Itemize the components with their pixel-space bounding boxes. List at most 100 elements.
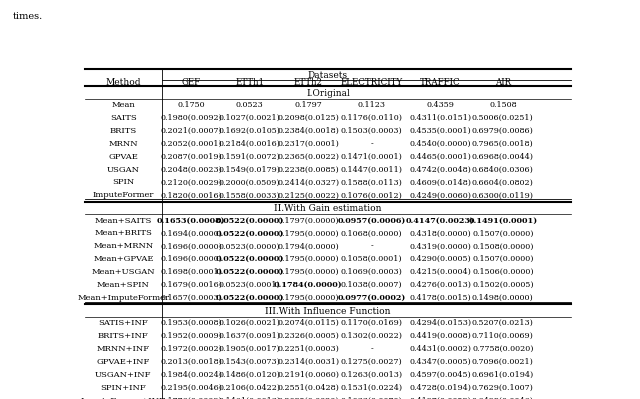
- Text: 0.6498(0.0046): 0.6498(0.0046): [472, 397, 534, 399]
- Text: ELECTRICITY: ELECTRICITY: [340, 78, 403, 87]
- Text: SPIN: SPIN: [112, 178, 134, 186]
- Text: 0.6961(0.0194): 0.6961(0.0194): [472, 371, 534, 379]
- Text: 0.1980(0.0092): 0.1980(0.0092): [160, 114, 222, 122]
- Text: 0.7965(0.0018): 0.7965(0.0018): [472, 140, 534, 148]
- Text: 0.6300(0.0119): 0.6300(0.0119): [472, 192, 534, 200]
- Text: I.Original: I.Original: [306, 89, 350, 97]
- Text: Mean+USGAN: Mean+USGAN: [92, 268, 156, 276]
- Text: Datasets: Datasets: [308, 71, 348, 80]
- Text: 0.1302(0.0022): 0.1302(0.0022): [340, 332, 403, 340]
- Text: 0.4728(0.0194): 0.4728(0.0194): [409, 384, 471, 392]
- Text: 0.6604(0.0802): 0.6604(0.0802): [472, 178, 534, 186]
- Text: 0.1508: 0.1508: [489, 101, 516, 109]
- Text: 0.4294(0.0153): 0.4294(0.0153): [409, 319, 471, 327]
- Text: 0.7110(0.0069): 0.7110(0.0069): [472, 332, 534, 340]
- Text: 0.1176(0.0110): 0.1176(0.0110): [340, 114, 403, 122]
- Text: 0.1905(0.0017): 0.1905(0.0017): [219, 345, 280, 353]
- Text: 0.1503(0.0003): 0.1503(0.0003): [340, 127, 403, 135]
- Text: 0.4742(0.0048): 0.4742(0.0048): [409, 166, 471, 174]
- Text: SPIN+INF: SPIN+INF: [100, 384, 147, 392]
- Text: 0.2013(0.0018): 0.2013(0.0018): [160, 358, 222, 366]
- Text: AIR: AIR: [495, 78, 511, 87]
- Text: MRNN+INF: MRNN+INF: [97, 345, 150, 353]
- Text: GEF: GEF: [182, 78, 201, 87]
- Text: 0.2021(0.0007): 0.2021(0.0007): [160, 127, 222, 135]
- Text: -: -: [371, 242, 373, 250]
- Text: 0.2087(0.0019): 0.2087(0.0019): [160, 153, 222, 161]
- Text: 0.4359: 0.4359: [426, 101, 454, 109]
- Text: 0.1984(0.0024): 0.1984(0.0024): [160, 371, 222, 379]
- Text: III.With Influence Function: III.With Influence Function: [265, 307, 391, 316]
- Text: 0.2238(0.0085): 0.2238(0.0085): [277, 166, 339, 174]
- Text: 0.2106(0.0422): 0.2106(0.0422): [219, 384, 281, 392]
- Text: 0.7758(0.0020): 0.7758(0.0020): [472, 345, 534, 353]
- Text: 0.4215(0.0004): 0.4215(0.0004): [409, 268, 471, 276]
- Text: SATIS+INF: SATIS+INF: [99, 319, 148, 327]
- Text: Mean+ImputeFormer: Mean+ImputeFormer: [77, 294, 170, 302]
- Text: 0.4419(0.0008): 0.4419(0.0008): [409, 332, 471, 340]
- Text: 0.4276(0.0013): 0.4276(0.0013): [409, 281, 471, 289]
- Text: 0.4609(0.0148): 0.4609(0.0148): [409, 178, 471, 186]
- Text: 0.1498(0.0000): 0.1498(0.0000): [472, 294, 534, 302]
- Text: 0.5207(0.0213): 0.5207(0.0213): [472, 319, 534, 327]
- Text: 0.1038(0.0007): 0.1038(0.0007): [341, 281, 403, 289]
- Text: TRAFFIC: TRAFFIC: [420, 78, 460, 87]
- Text: 0.1263(0.0013): 0.1263(0.0013): [340, 371, 403, 379]
- Text: 0.4465(0.0001): 0.4465(0.0001): [409, 153, 471, 161]
- Text: 0.1507(0.0000): 0.1507(0.0000): [472, 255, 534, 263]
- Text: Mean+MRNN: Mean+MRNN: [93, 242, 154, 250]
- Text: 0.6968(0.0044): 0.6968(0.0044): [472, 153, 534, 161]
- Text: MRNN: MRNN: [109, 140, 138, 148]
- Text: Mean: Mean: [111, 101, 135, 109]
- Text: 0.4597(0.0045): 0.4597(0.0045): [409, 371, 471, 379]
- Text: 0.1795(0.0000): 0.1795(0.0000): [277, 255, 339, 263]
- Text: 0.2314(0.0031): 0.2314(0.0031): [277, 358, 339, 366]
- Text: 0.4311(0.0151): 0.4311(0.0151): [409, 114, 471, 122]
- Text: -: -: [371, 345, 373, 353]
- Text: 0.1694(0.0000): 0.1694(0.0000): [160, 229, 222, 237]
- Text: 0.2098(0.0125): 0.2098(0.0125): [277, 114, 339, 122]
- Text: 0.1953(0.0008): 0.1953(0.0008): [160, 319, 222, 327]
- Text: 0.1750: 0.1750: [177, 101, 205, 109]
- Text: USGAN+INF: USGAN+INF: [95, 371, 152, 379]
- Text: 0.4249(0.0060): 0.4249(0.0060): [409, 192, 471, 200]
- Text: 0.1502(0.0005): 0.1502(0.0005): [472, 281, 534, 289]
- Text: 0.0523(0.0001): 0.0523(0.0001): [219, 281, 280, 289]
- Text: 0.1820(0.0016): 0.1820(0.0016): [160, 192, 222, 200]
- Text: ImputeFormer: ImputeFormer: [93, 192, 154, 200]
- Text: 0.2551(0.0428): 0.2551(0.0428): [277, 384, 339, 392]
- Text: 0.1076(0.0012): 0.1076(0.0012): [340, 192, 403, 200]
- Text: Method: Method: [106, 78, 141, 87]
- Text: 0.1531(0.0224): 0.1531(0.0224): [340, 384, 403, 392]
- Text: Mean+SAITS: Mean+SAITS: [95, 217, 152, 225]
- Text: 0.1506(0.0000): 0.1506(0.0000): [472, 268, 534, 276]
- Text: 0.1507(0.0000): 0.1507(0.0000): [472, 229, 534, 237]
- Text: 0.1486(0.0120): 0.1486(0.0120): [219, 371, 280, 379]
- Text: 0.0522(0.0000): 0.0522(0.0000): [216, 268, 284, 276]
- Text: 0.4431(0.0002): 0.4431(0.0002): [409, 345, 471, 353]
- Text: 0.4147(0.0023): 0.4147(0.0023): [406, 217, 474, 225]
- Text: 0.1033(0.0070): 0.1033(0.0070): [340, 397, 403, 399]
- Text: 0.1491(0.0001): 0.1491(0.0001): [468, 217, 538, 225]
- Text: 0.4319(0.0000): 0.4319(0.0000): [409, 242, 471, 250]
- Text: 0.1679(0.0016): 0.1679(0.0016): [160, 281, 222, 289]
- Text: 0.0957(0.0006): 0.0957(0.0006): [337, 217, 406, 225]
- Text: 0.6840(0.0306): 0.6840(0.0306): [472, 166, 534, 174]
- Text: 0.2125(0.0022): 0.2125(0.0022): [277, 192, 339, 200]
- Text: 0.1776(0.0009): 0.1776(0.0009): [160, 397, 222, 399]
- Text: GPVAE: GPVAE: [108, 153, 138, 161]
- Text: 0.2074(0.0115): 0.2074(0.0115): [277, 319, 339, 327]
- Text: ImputeFormer+INF: ImputeFormer+INF: [81, 397, 166, 399]
- Text: II.With Gain estimation: II.With Gain estimation: [275, 204, 381, 213]
- Text: 0.2048(0.0023): 0.2048(0.0023): [160, 166, 222, 174]
- Text: 0.1588(0.0113): 0.1588(0.0113): [340, 178, 403, 186]
- Text: 0.6979(0.0086): 0.6979(0.0086): [472, 127, 534, 135]
- Text: 0.1058(0.0001): 0.1058(0.0001): [341, 255, 403, 263]
- Text: 0.4535(0.0001): 0.4535(0.0001): [409, 127, 471, 135]
- Text: 0.1795(0.0000): 0.1795(0.0000): [277, 294, 339, 302]
- Text: ETTh1: ETTh1: [235, 78, 264, 87]
- Text: 0.2052(0.0001): 0.2052(0.0001): [160, 140, 222, 148]
- Text: 0.0523: 0.0523: [236, 101, 264, 109]
- Text: 0.7629(0.1007): 0.7629(0.1007): [472, 384, 534, 392]
- Text: ETTh2: ETTh2: [294, 78, 323, 87]
